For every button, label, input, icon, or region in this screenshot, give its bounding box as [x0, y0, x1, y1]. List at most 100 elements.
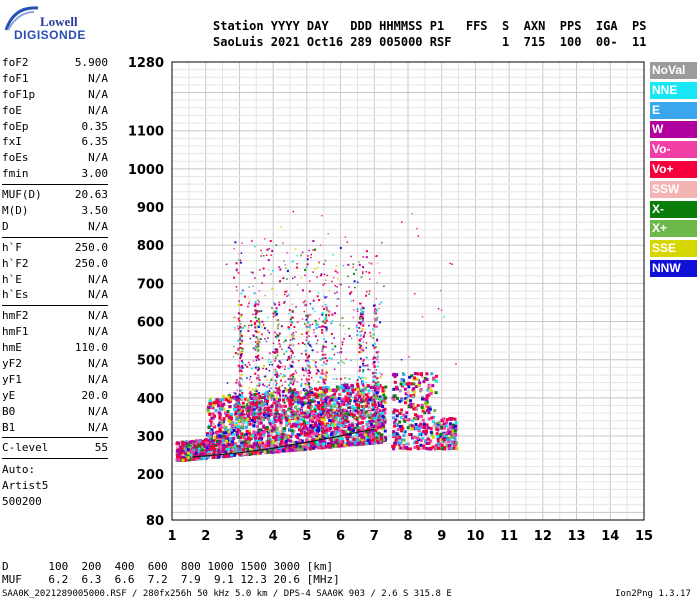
echo-point	[361, 431, 365, 435]
echo-point	[361, 401, 364, 404]
echo-point	[345, 436, 349, 440]
echo-point	[393, 442, 397, 446]
echo-point	[276, 375, 279, 378]
echo-point	[264, 338, 266, 340]
echo-point	[248, 300, 251, 302]
param-key: h`F2	[2, 256, 29, 270]
echo-point	[402, 372, 404, 374]
echo-point	[256, 400, 260, 404]
echo-point	[409, 402, 413, 406]
echo-point	[374, 356, 377, 359]
echo-point	[267, 337, 269, 339]
echo-point	[375, 383, 379, 387]
echo-point	[321, 364, 323, 366]
x-tick-label: 4	[269, 529, 278, 544]
echo-point	[378, 384, 382, 388]
echo-point	[402, 438, 406, 442]
echo-point	[239, 410, 242, 413]
echo-point	[400, 384, 404, 388]
echo-point	[374, 312, 377, 315]
echo-point	[269, 441, 273, 445]
echo-point	[355, 398, 359, 402]
echo-point	[211, 442, 215, 446]
echo-point	[290, 374, 293, 377]
echo-point	[217, 442, 221, 446]
echo-point	[451, 431, 455, 435]
echo-point	[314, 434, 318, 438]
echo-point	[369, 335, 372, 337]
echo-point	[318, 416, 321, 419]
echo-point	[281, 413, 285, 417]
echo-point	[243, 448, 247, 452]
echo-point	[361, 415, 364, 418]
echo-point	[373, 412, 376, 415]
polarization-legend: NoVal NNE E W Vo- Vo+ SSW X- X+ SSE NNW	[650, 62, 697, 280]
echo-point	[244, 437, 248, 441]
echo-point	[259, 407, 263, 411]
echo-point	[273, 395, 276, 398]
echo-point	[371, 436, 375, 440]
logo-lowell-text: Lowell	[40, 14, 78, 29]
echo-point	[295, 405, 298, 407]
echo-point	[330, 398, 334, 402]
echo-point	[450, 442, 454, 446]
echo-point	[264, 294, 266, 297]
echo-point	[332, 393, 334, 396]
echo-point	[342, 361, 345, 364]
echo-point	[242, 452, 246, 456]
echo-point	[246, 409, 250, 413]
echo-point	[267, 329, 269, 332]
param-value: 250.0	[74, 256, 108, 270]
echo-point	[304, 382, 307, 385]
footer-distance-row: D 100 200 400 600 800 1000 1500 3000 [km…	[2, 560, 333, 573]
echo-point	[315, 327, 318, 330]
echo-point	[451, 263, 453, 265]
echo-point	[339, 324, 341, 326]
echo-point	[279, 343, 282, 346]
echo-point	[229, 415, 233, 419]
echo-point	[433, 422, 437, 426]
echo-point	[291, 432, 295, 436]
echo-point	[257, 348, 260, 351]
echo-point	[364, 377, 367, 380]
echo-point	[419, 439, 423, 443]
echo-point	[429, 439, 433, 443]
echo-point	[431, 435, 435, 439]
echo-point	[290, 414, 293, 417]
echo-point	[402, 434, 406, 438]
echo-point	[321, 331, 324, 334]
echo-point	[288, 427, 292, 431]
param-row: fmin 3.00	[2, 167, 108, 183]
echo-point	[276, 327, 279, 330]
echo-point	[373, 386, 375, 388]
echo-point	[301, 289, 304, 292]
echo-point	[408, 447, 412, 451]
echo-point	[296, 254, 298, 257]
echo-point	[253, 392, 257, 396]
echo-point	[233, 248, 235, 250]
echo-point	[261, 408, 263, 411]
echo-point	[243, 418, 247, 422]
echo-point	[360, 433, 364, 437]
echo-point	[324, 409, 327, 412]
echo-point	[266, 385, 269, 388]
echo-point	[201, 445, 205, 449]
echo-point	[204, 441, 208, 445]
echo-point	[235, 262, 238, 265]
echo-point	[439, 432, 443, 436]
echo-point	[274, 373, 277, 376]
echo-point	[335, 298, 338, 300]
echo-point	[361, 359, 364, 362]
echo-point	[200, 448, 204, 452]
echo-point	[377, 403, 381, 407]
echo-point	[289, 409, 292, 412]
echo-point	[298, 439, 302, 443]
echo-point	[335, 407, 338, 410]
echo-point	[451, 429, 455, 433]
echo-point	[348, 424, 352, 428]
echo-point	[329, 407, 331, 409]
echo-point	[291, 414, 294, 417]
echo-point	[305, 353, 308, 356]
echo-point	[314, 335, 317, 338]
echo-point	[329, 441, 333, 445]
